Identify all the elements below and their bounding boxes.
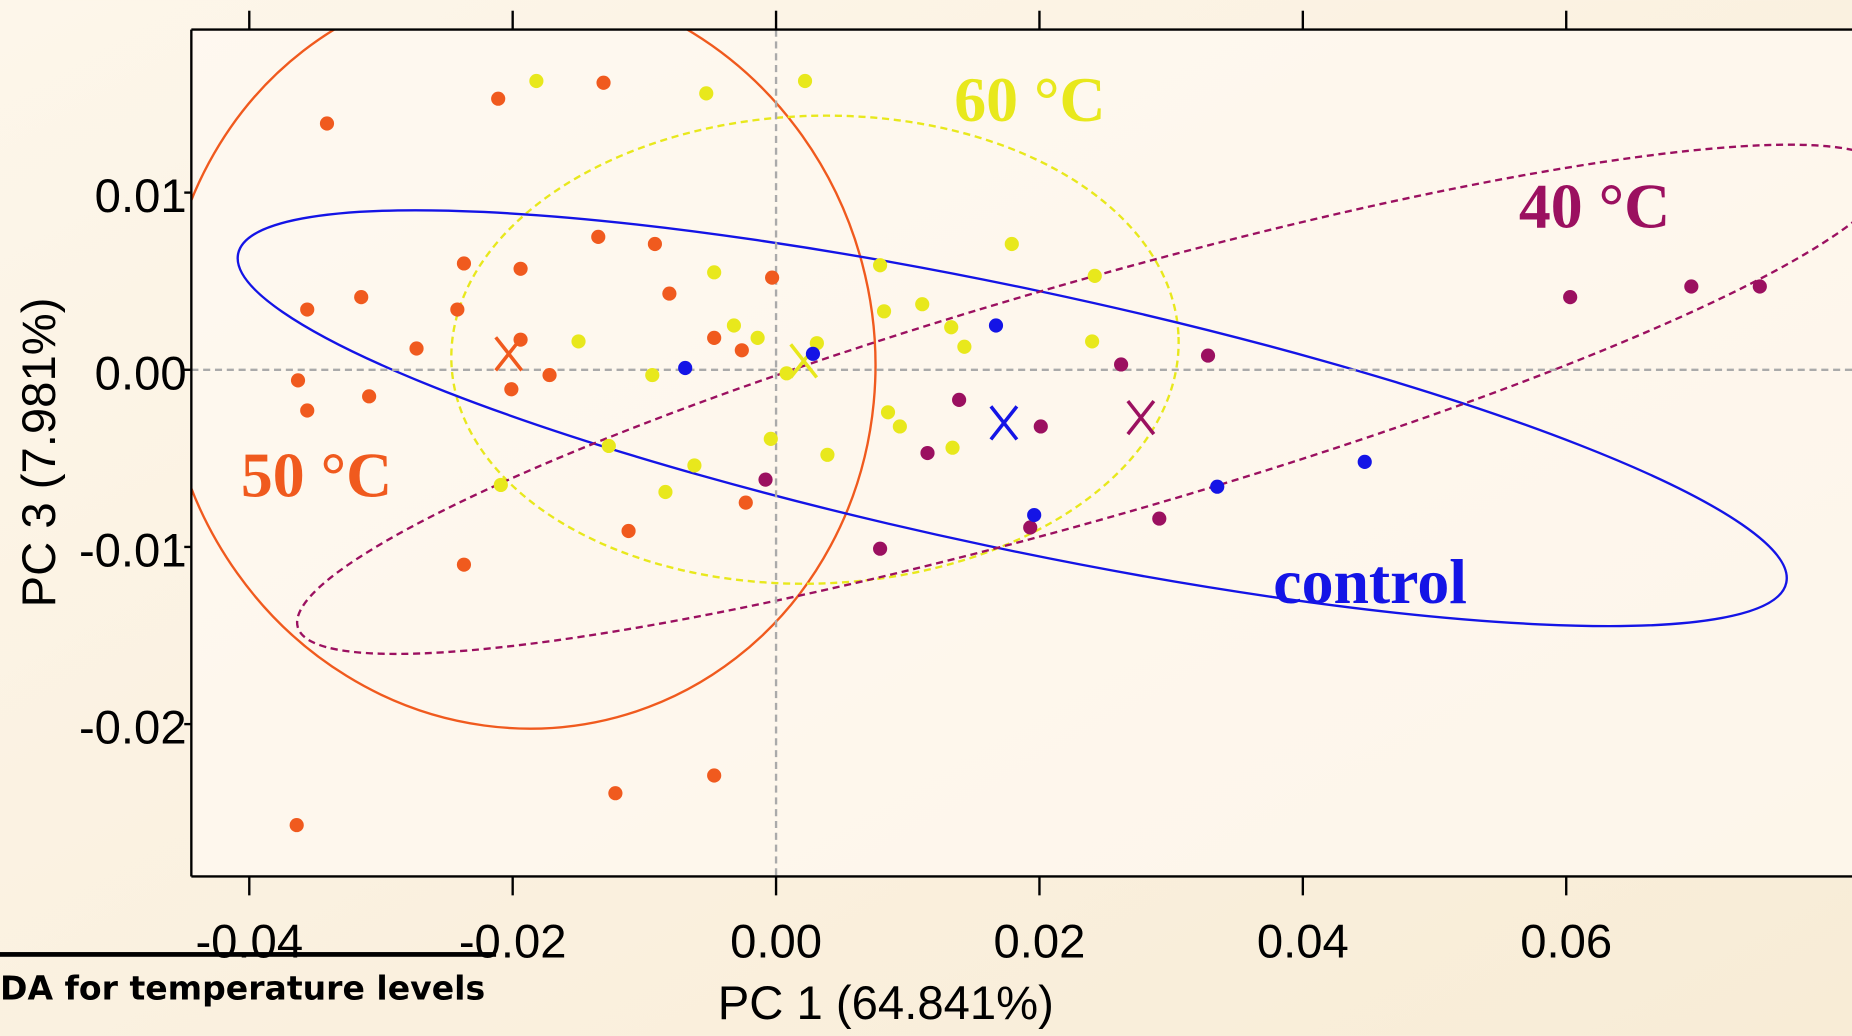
note-rule [0,952,497,957]
point [797,73,813,89]
point [621,523,636,539]
point [820,447,835,462]
point [608,786,623,801]
ellipse-60 [450,114,1180,585]
point [450,302,465,317]
x-tick-label: -0.04 [195,915,303,968]
point [920,445,935,461]
point [456,557,472,572]
centroid [989,405,1019,441]
point [319,116,335,131]
point [758,472,773,487]
ellipse-50 [191,29,877,730]
point [601,438,616,454]
point [707,265,722,280]
point [873,541,888,556]
point [504,382,519,397]
point [945,440,960,455]
point [738,495,753,510]
y-tick-label: 0.00 [95,347,187,400]
point [542,367,557,383]
point [290,373,306,388]
point [880,405,896,420]
point [1027,507,1042,523]
point [779,366,794,381]
point [699,86,714,101]
point [707,330,722,345]
ellipses [191,29,1852,730]
point [1210,479,1225,494]
point [678,360,693,376]
y-axis-label: PC 3 (7.981%) [13,298,66,608]
point [1752,279,1767,294]
point [571,334,586,349]
point [876,304,892,319]
point [289,818,304,833]
point [1033,419,1048,434]
point [362,389,377,404]
y-tick-label: 0.01 [95,170,187,223]
point [750,330,765,345]
point [1087,268,1102,283]
point [300,302,315,317]
plot-area [191,29,1852,877]
note: DA for temperature levels [0,968,485,1007]
point [529,73,544,89]
ellipse-40 [295,143,1852,656]
x-tick-label: 0.00 [730,915,822,968]
x-tick-label: 0.02 [993,915,1085,968]
group-label: control [1273,546,1467,617]
point [763,431,778,446]
x-tick-label: -0.02 [459,915,567,968]
point [493,477,508,493]
point [354,290,369,305]
group-label: 50 °C [241,440,392,511]
point [1200,348,1216,363]
x-axis-label: PC 1 (64.841%) [718,977,1054,1030]
point [765,270,780,285]
group-label: 40 °C [1519,170,1670,241]
point [1114,357,1129,372]
point [1023,520,1038,535]
plot-layer: -0.04 -0.02 0.00 0.02 0.04 0.06 0.01 0.00 -0.01 -… [79,10,1852,968]
centroid [1126,399,1156,436]
group-label: 60 °C [954,64,1105,135]
point [591,229,606,244]
y-tick-label: -0.02 [79,702,187,755]
point [662,286,677,301]
x-tick-label: 0.06 [1520,915,1612,968]
point [1684,279,1699,294]
point [645,367,660,383]
point [687,458,702,473]
point [409,341,424,356]
y-tick-label: -0.01 [79,525,187,578]
point [944,320,959,335]
point [647,236,662,252]
point [915,297,930,312]
point [873,258,888,273]
x-tick-label: 0.04 [1257,915,1349,968]
point [1004,236,1019,252]
point [726,318,742,333]
point [1357,454,1372,469]
point [1085,334,1100,349]
point [456,256,472,271]
point [957,339,972,354]
point [707,768,722,783]
point [952,392,967,407]
point [1152,511,1167,526]
point [300,403,315,418]
point [988,318,1004,333]
point [805,346,821,361]
point [892,419,907,434]
centroid [494,336,524,372]
point [596,75,611,90]
point [734,343,749,358]
point [658,484,673,500]
point [491,91,506,106]
point [1563,290,1578,305]
point [513,261,528,276]
